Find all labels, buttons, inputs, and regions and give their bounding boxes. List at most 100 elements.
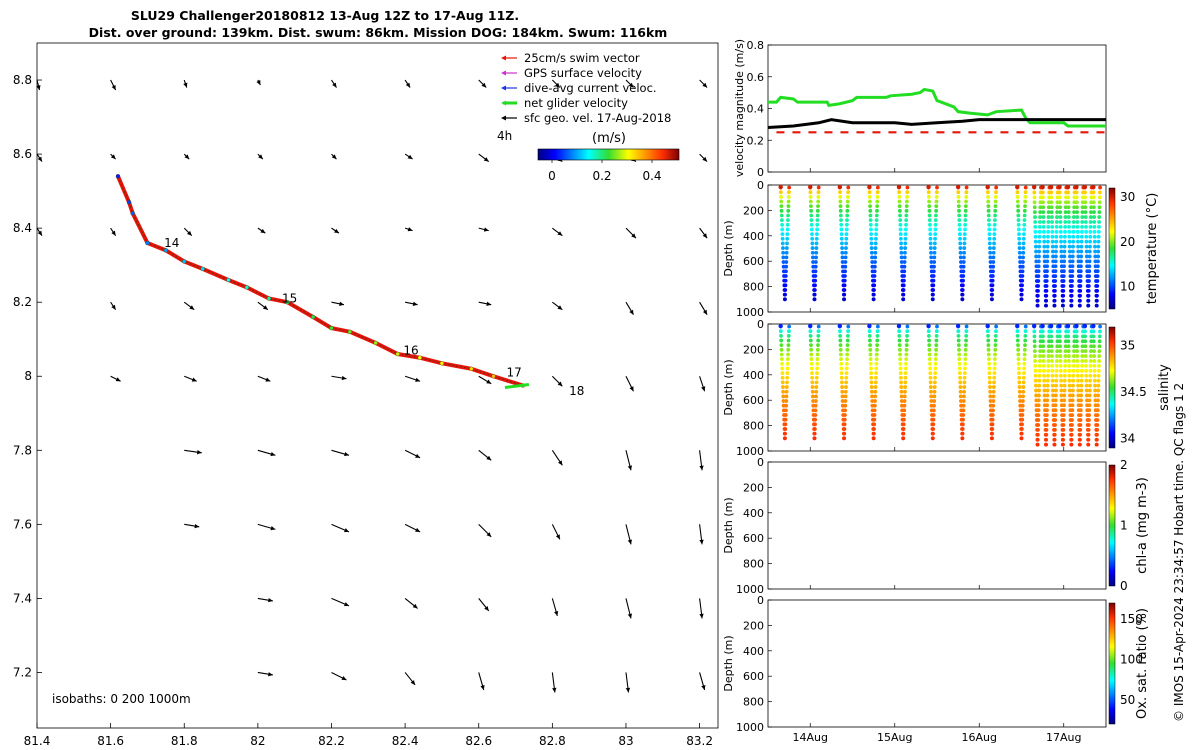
salinity-sample: [1049, 334, 1054, 339]
chl-a-y-tick-label: 600: [743, 532, 764, 545]
temperature-sample: [933, 236, 937, 241]
salinity-sample: [1086, 442, 1091, 447]
temperature-sample: [1053, 279, 1058, 283]
salinity-sample: [1083, 334, 1088, 339]
salinity-sample: [868, 347, 873, 352]
salinity-sample: [992, 375, 997, 380]
salinity-sample: [932, 385, 937, 389]
salinity-sample: [1069, 437, 1074, 442]
salinity-sample: [1021, 394, 1025, 399]
salinity-sample: [962, 375, 967, 380]
geo-vector-head: [412, 301, 418, 306]
temperature-sample: [873, 255, 878, 260]
salinity-surface-sample: [867, 323, 872, 329]
temperature-sample: [1033, 229, 1038, 234]
temperature-y-tick-label: 600: [743, 255, 764, 268]
temperature-sample: [874, 213, 879, 218]
salinity-sample: [931, 422, 936, 427]
geo-vector-head: [699, 613, 704, 619]
temperature-sample: [897, 190, 902, 195]
salinity-sample: [780, 380, 785, 385]
temperature-sample: [934, 213, 938, 218]
salinity-sample: [987, 380, 992, 385]
track-point: [200, 266, 205, 272]
temperature-sample: [1015, 194, 1020, 199]
salinity-colorbar-tick-label: 34: [1120, 432, 1135, 446]
salinity-sample: [783, 427, 788, 431]
temperature-sample: [903, 250, 907, 255]
temperature-sample: [1021, 246, 1026, 250]
salinity-sample: [784, 385, 789, 389]
temperature-sample: [816, 199, 821, 204]
salinity-sample: [1080, 344, 1085, 349]
temperature-sample: [934, 204, 939, 209]
temperature-sample: [1046, 215, 1051, 219]
temperature-sample: [815, 222, 820, 227]
temperature-sample: [873, 241, 878, 246]
salinity-sample: [1070, 403, 1075, 408]
salinity-sample: [1084, 378, 1089, 383]
geo-vector-head: [629, 386, 634, 392]
temperature-sample: [845, 218, 849, 223]
salinity-sample: [1041, 368, 1046, 373]
temperature-sample: [838, 194, 843, 199]
temperature-sample: [810, 232, 814, 237]
salinity-sample: [786, 338, 791, 343]
temperature-sample: [901, 297, 906, 302]
salinity-sample: [1021, 385, 1026, 389]
temperature-sample: [1062, 239, 1067, 244]
salinity-sample: [1092, 349, 1096, 354]
geo-vector-head: [410, 680, 416, 685]
salinity-sample: [838, 347, 843, 352]
salinity-sample: [985, 329, 990, 334]
temperature-sample: [846, 194, 850, 199]
salinity-sample: [783, 413, 788, 417]
salinity-sample: [869, 366, 873, 371]
temperature-sample: [1094, 303, 1099, 308]
temperature-sample: [815, 213, 820, 218]
temperature-sample: [1016, 213, 1021, 218]
temperature-sample: [899, 260, 904, 264]
temperature-sample: [899, 236, 903, 241]
temperature-sample: [1046, 234, 1050, 239]
salinity-sample: [1052, 432, 1057, 437]
salinity-sample: [846, 324, 851, 329]
salinity-sample: [778, 329, 783, 334]
salinity-sample: [1037, 368, 1042, 373]
geo-vector-head: [187, 230, 192, 236]
salinity-sample: [1072, 349, 1076, 354]
temperature-sample: [1063, 225, 1068, 229]
track-point: [145, 240, 150, 246]
day-label: 15: [282, 291, 297, 305]
temperature-sample: [1041, 215, 1046, 219]
salinity-sample: [933, 375, 937, 380]
salinity-sample: [1086, 423, 1091, 427]
temperature-sample: [869, 241, 874, 246]
temperature-sample: [1061, 303, 1065, 308]
salinity-sample: [872, 422, 877, 427]
temperature-sample: [1078, 298, 1082, 303]
salinity-sample: [1057, 329, 1062, 334]
salinity-sample: [926, 329, 931, 334]
salinity-sample: [1016, 357, 1021, 362]
temperature-sample: [815, 218, 820, 223]
temperature-sample: [927, 208, 932, 213]
salinity-sample: [783, 431, 787, 436]
oxygen-y-tick-label: 1000: [736, 721, 764, 734]
chl-a-axes-box: [767, 461, 1107, 590]
salinity-sample: [986, 352, 991, 357]
salinity-sample: [779, 338, 784, 343]
salinity-sample: [1037, 388, 1042, 393]
salinity-sample: [988, 389, 993, 394]
temperature-sample: [781, 260, 786, 264]
salinity-sample: [1074, 334, 1079, 339]
temperature-sample: [960, 283, 965, 288]
temperature-sample: [1055, 215, 1059, 219]
temperature-sample: [780, 241, 785, 246]
temperature-sample: [1054, 239, 1059, 244]
temperature-sample: [842, 288, 847, 292]
track-point: [491, 374, 496, 379]
salinity-sample: [962, 389, 967, 394]
salinity-sample: [844, 385, 848, 389]
salinity-sample: [929, 389, 933, 394]
